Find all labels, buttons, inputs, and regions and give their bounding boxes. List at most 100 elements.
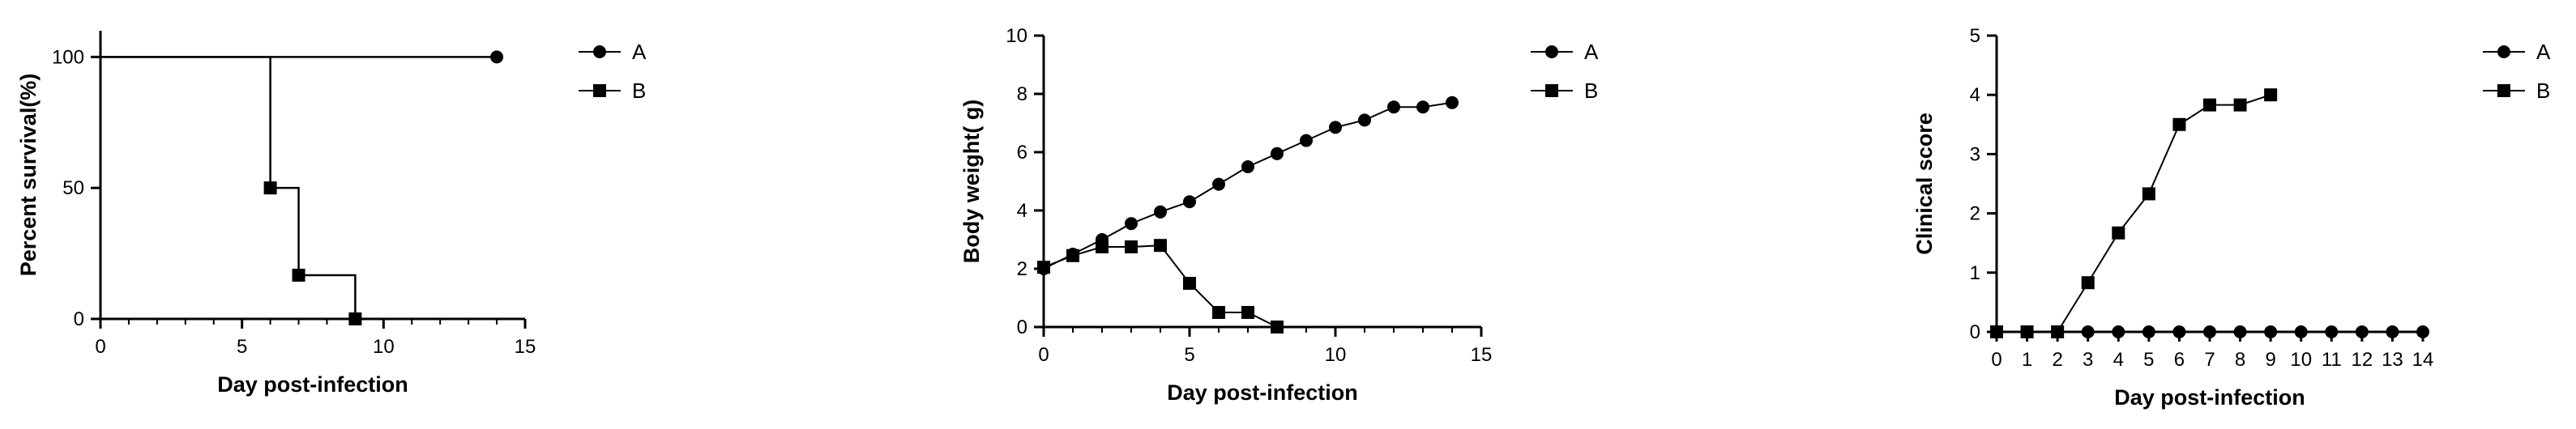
y-tick-label: 4 xyxy=(1970,84,1980,106)
x-tick-label: 15 xyxy=(515,336,536,358)
y-tick-label: 50 xyxy=(62,177,84,199)
x-axis-title: Day post-infection xyxy=(217,372,408,397)
x-tick-label: 10 xyxy=(2290,349,2312,371)
data-point xyxy=(1329,121,1342,134)
legend-label: A xyxy=(632,40,647,64)
x-tick-label: 5 xyxy=(237,336,247,358)
data-point xyxy=(2112,226,2125,240)
data-point xyxy=(1271,321,1284,333)
y-tick-label: 4 xyxy=(1017,200,1027,222)
x-tick-label: 15 xyxy=(1471,344,1493,366)
legend-item-b: B xyxy=(2483,79,2550,103)
x-tick-label: 7 xyxy=(2204,349,2215,371)
y-tick-label: 0 xyxy=(1970,321,1980,343)
x-tick-label: 1 xyxy=(2022,349,2032,371)
data-point xyxy=(2203,98,2216,112)
data-point xyxy=(2142,187,2155,201)
data-point xyxy=(2081,325,2095,338)
legend-label: A xyxy=(1584,40,1599,64)
y-tick-label: 0 xyxy=(74,308,84,330)
legend-marker xyxy=(2497,84,2510,97)
series-a xyxy=(1037,96,1459,275)
data-point xyxy=(2203,325,2216,338)
data-point xyxy=(1066,248,1079,262)
y-tick-label: 100 xyxy=(52,46,84,68)
y-tick-label: 0 xyxy=(1017,316,1027,338)
legend-item-a: A xyxy=(1531,40,1599,64)
data-point xyxy=(1990,325,2003,338)
data-point xyxy=(1183,277,1196,290)
data-point xyxy=(2325,325,2339,338)
x-tick-label: 8 xyxy=(2235,349,2245,371)
data-point xyxy=(2264,325,2278,338)
data-point xyxy=(263,181,277,195)
legend-label: B xyxy=(2536,79,2550,103)
data-point xyxy=(348,312,362,325)
data-point xyxy=(1212,177,1225,191)
x-tick-label: 0 xyxy=(1038,344,1049,366)
y-axis-title: Clinical score xyxy=(1912,113,1937,255)
data-point xyxy=(1271,147,1284,160)
data-point xyxy=(292,268,305,282)
y-tick-label: 3 xyxy=(1970,143,1980,165)
legend-marker xyxy=(1545,45,1558,58)
data-point xyxy=(1387,100,1400,114)
data-point xyxy=(1212,306,1225,319)
data-point xyxy=(1358,113,1371,127)
x-tick-label: 5 xyxy=(2143,349,2154,371)
series-line xyxy=(1997,94,2271,333)
legend-item-b: B xyxy=(579,79,646,103)
data-point xyxy=(2233,98,2247,112)
y-tick-label: 6 xyxy=(1017,142,1027,164)
x-tick-label: 4 xyxy=(2113,349,2124,371)
legend-marker xyxy=(2497,45,2510,58)
legend-item-a: A xyxy=(579,40,647,64)
data-point xyxy=(1241,306,1254,319)
x-tick-label: 3 xyxy=(2083,349,2093,371)
data-point xyxy=(2264,88,2278,102)
legend-label: A xyxy=(2536,40,2551,64)
data-point xyxy=(2386,325,2399,338)
y-tick-label: 8 xyxy=(1017,83,1027,105)
x-axis-title: Day post-infection xyxy=(1167,380,1358,405)
x-axis-title: Day post-infection xyxy=(2114,385,2305,410)
legend-label: B xyxy=(1584,79,1598,103)
data-point xyxy=(2112,325,2125,338)
data-point xyxy=(1096,240,1109,253)
x-tick-label: 10 xyxy=(1325,344,1347,366)
y-axis-title: Percent survival(%) xyxy=(16,74,41,277)
chart-1: 0 50 100 0 5 10 15 Day post-infection Percent su… xyxy=(16,31,647,397)
x-tick-label: 14 xyxy=(2412,349,2434,371)
data-point xyxy=(1183,195,1196,209)
data-point xyxy=(1154,205,1167,219)
data-point xyxy=(2051,325,2065,338)
data-point xyxy=(2172,117,2186,131)
y-axis-title: Body weight( g) xyxy=(959,100,984,263)
data-point xyxy=(2294,325,2308,338)
y-tick-label: 5 xyxy=(1970,25,1980,47)
y-tick-label: 10 xyxy=(1006,25,1027,47)
data-point xyxy=(1037,261,1050,274)
x-tick-label: 0 xyxy=(95,336,105,358)
data-point xyxy=(2355,325,2369,338)
x-tick-label: 12 xyxy=(2352,349,2373,371)
data-point xyxy=(1241,160,1254,173)
y-tick-label: 1 xyxy=(1970,262,1980,284)
series-b xyxy=(1037,239,1284,333)
x-tick-label: 13 xyxy=(2382,349,2403,371)
x-tick-label: 0 xyxy=(1991,349,2001,371)
data-point xyxy=(2233,325,2247,338)
y-tick-label: 2 xyxy=(1017,258,1027,280)
data-point xyxy=(2142,325,2155,338)
data-point xyxy=(2081,276,2095,290)
legend-marker xyxy=(593,84,606,97)
x-tick-label: 2 xyxy=(2052,349,2062,371)
x-tick-label: 5 xyxy=(1184,344,1194,366)
data-point xyxy=(1125,240,1138,253)
data-point xyxy=(490,50,504,64)
data-point xyxy=(1125,217,1138,231)
series-line xyxy=(100,56,357,319)
data-point xyxy=(1300,134,1313,147)
x-tick-label: 11 xyxy=(2322,349,2342,371)
